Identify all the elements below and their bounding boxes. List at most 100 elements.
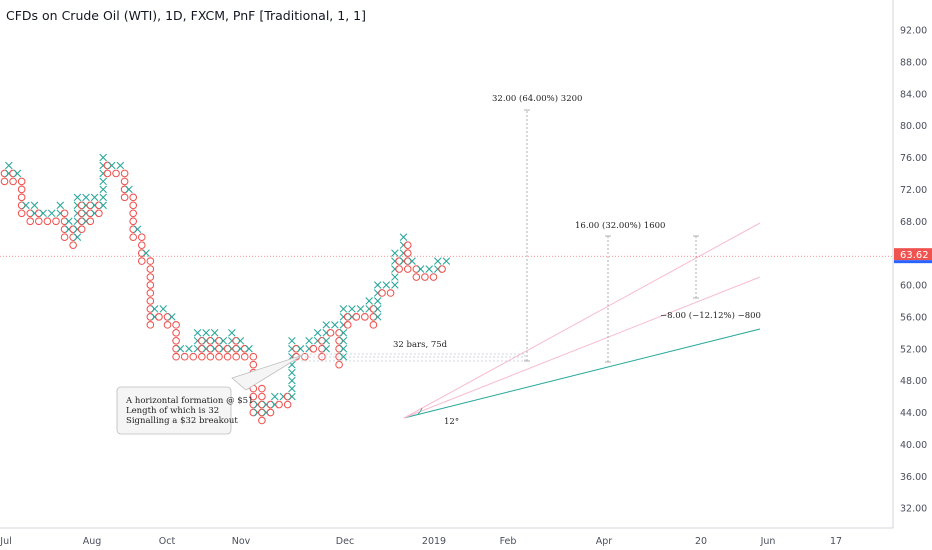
o-column xyxy=(146,257,155,329)
x-mark xyxy=(434,257,442,265)
o-column xyxy=(95,201,103,218)
time-tick-label: Oct xyxy=(159,536,176,547)
o-mark xyxy=(403,241,412,249)
x-column xyxy=(90,193,99,218)
o-column xyxy=(223,344,232,361)
o-column xyxy=(103,161,112,178)
x-mark xyxy=(339,329,348,337)
x-column xyxy=(399,233,408,265)
price-tick-label: 60.00 xyxy=(900,281,927,292)
o-mark xyxy=(60,209,69,218)
o-mark xyxy=(266,408,275,417)
x-column xyxy=(193,329,202,353)
x-mark xyxy=(399,233,408,241)
x-mark xyxy=(13,169,22,178)
x-column xyxy=(159,305,168,313)
x-mark xyxy=(168,313,176,321)
o-mark xyxy=(232,336,240,345)
x-mark xyxy=(236,337,245,345)
o-mark xyxy=(146,257,155,265)
x-column xyxy=(142,249,150,257)
x-column xyxy=(185,344,193,353)
price-tick-label: 52.00 xyxy=(900,344,927,355)
callout-line: Signalling a $32 breakout xyxy=(126,416,238,426)
trend-line-support xyxy=(403,328,761,419)
o-mark xyxy=(172,344,180,353)
o-column xyxy=(369,305,378,329)
x-column xyxy=(82,193,90,226)
o-column xyxy=(438,265,446,273)
o-mark xyxy=(9,169,17,178)
x-mark xyxy=(288,392,296,401)
fan-line-1 xyxy=(403,222,761,419)
x-column xyxy=(133,225,142,233)
x-column xyxy=(13,169,22,178)
x-mark xyxy=(65,217,73,226)
o-column xyxy=(120,169,129,202)
o-mark xyxy=(326,328,335,337)
o-mark xyxy=(146,265,155,273)
time-tick-label: Nov xyxy=(232,536,251,547)
callout-line: A horizontal formation @ $51 xyxy=(125,396,254,406)
x-mark xyxy=(331,321,339,329)
x-column xyxy=(408,257,416,265)
angle-arc xyxy=(417,407,423,415)
o-column xyxy=(378,289,386,297)
x-column xyxy=(5,161,13,178)
o-mark xyxy=(180,352,189,361)
x-column xyxy=(65,217,73,233)
o-column xyxy=(198,336,206,361)
time-tick-label: 2019 xyxy=(422,536,446,547)
time-tick-label: Feb xyxy=(500,536,517,547)
o-column xyxy=(275,400,283,409)
o-mark xyxy=(146,321,155,329)
x-column xyxy=(150,305,159,321)
o-mark xyxy=(95,209,103,218)
o-mark xyxy=(137,257,146,265)
price-tick-label: 40.00 xyxy=(900,440,927,451)
o-mark xyxy=(343,321,352,329)
x-mark xyxy=(99,201,107,210)
price-tick-label: 68.00 xyxy=(900,217,927,228)
x-mark xyxy=(288,337,296,345)
price-tick-label: 44.00 xyxy=(900,408,927,419)
target-neg-label: −8.00 (−12.12%) −800 xyxy=(660,310,761,321)
x-mark xyxy=(176,344,185,353)
o-column xyxy=(403,241,412,273)
time-axis[interactable]: Jul Aug Oct Nov Dec 2019 Feb Apr 20 Jun 17 xyxy=(0,527,893,547)
x-mark xyxy=(125,185,133,194)
x-column xyxy=(305,337,313,353)
o-mark xyxy=(0,169,9,178)
o-mark xyxy=(86,209,95,218)
o-mark xyxy=(120,169,129,178)
time-tick-label: Aug xyxy=(83,536,102,547)
o-mark xyxy=(172,328,180,337)
x-column xyxy=(322,321,331,353)
x-mark xyxy=(133,225,142,233)
x-mark xyxy=(73,193,82,202)
o-column xyxy=(137,233,146,265)
x-column xyxy=(365,297,373,313)
o-mark xyxy=(232,352,240,361)
price-tick-label: 92.00 xyxy=(900,26,927,37)
o-column xyxy=(352,313,361,321)
o-mark xyxy=(369,321,378,329)
o-mark xyxy=(137,233,146,242)
fan-line-2 xyxy=(403,276,761,419)
o-mark xyxy=(69,233,77,242)
time-tick-label: 20 xyxy=(695,536,707,547)
o-mark xyxy=(9,177,17,186)
x-mark xyxy=(356,305,365,313)
price-axis[interactable]: 32.00 36.00 40.00 44.00 48.00 52.00 56.00 60.00… xyxy=(892,0,932,528)
x-mark xyxy=(90,193,99,202)
x-mark xyxy=(150,305,159,313)
o-column xyxy=(258,384,266,425)
o-mark xyxy=(206,344,215,353)
x-mark xyxy=(391,249,399,257)
x-mark xyxy=(142,249,150,257)
o-mark xyxy=(0,177,9,186)
plot-area[interactable] xyxy=(0,153,451,425)
o-mark xyxy=(335,344,343,353)
o-column xyxy=(395,257,404,273)
